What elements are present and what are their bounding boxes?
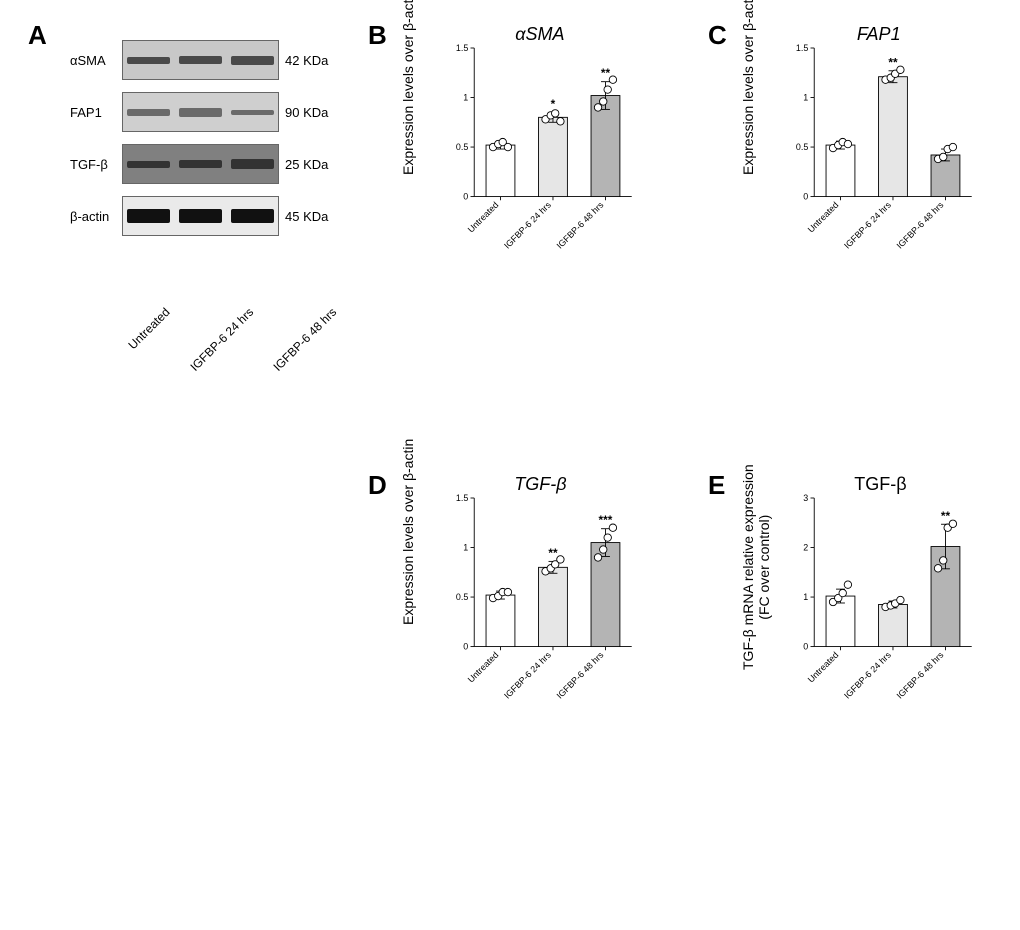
svg-text:1.5: 1.5 — [456, 43, 468, 53]
blot-kda: 42 KDa — [279, 53, 345, 68]
panel-e-chart: 0123UntreatedIGFBP-6 24 hrs**IGFBP-6 48 … — [770, 498, 1010, 758]
blot-row: αSMA 42 KDa — [70, 40, 350, 80]
svg-text:IGFBP-6 48 hrs: IGFBP-6 48 hrs — [555, 199, 606, 250]
panel-d-chart-wrap: 00.511.5Untreated**IGFBP-6 24 hrs***IGFB… — [430, 498, 670, 758]
svg-text:1: 1 — [803, 92, 808, 102]
svg-text:0.5: 0.5 — [456, 142, 468, 152]
blot-label: FAP1 — [70, 105, 122, 120]
svg-text:0: 0 — [803, 642, 808, 652]
panel-c-chart-wrap: 00.511.5Untreated**IGFBP-6 24 hrsIGFBP-6… — [770, 48, 1010, 308]
panel-e: E TGF-β TGF-β mRNA relative expression(F… — [700, 470, 1020, 910]
panel-b-letter: B — [368, 20, 387, 51]
panel-a: A αSMA 42 KDa FAP1 90 KDa TGF-β 25 KDa β-actin… — [20, 20, 360, 460]
svg-text:IGFBP-6 48 hrs: IGFBP-6 48 hrs — [555, 649, 606, 700]
blot-image — [122, 196, 279, 236]
panel-b-ylabel: Expression levels over β-actin — [400, 0, 416, 175]
panel-c: C FAP1 Expression levels over β-actin 00… — [700, 20, 1020, 460]
panel-c-ylabel: Expression levels over β-actin — [740, 0, 756, 175]
svg-text:***: *** — [599, 513, 613, 527]
svg-text:IGFBP-6 24 hrs: IGFBP-6 24 hrs — [842, 199, 893, 250]
blot-xlabels: UntreatedIGFBP-6 24 hrsIGFBP-6 48 hrs — [130, 275, 285, 289]
svg-text:0.5: 0.5 — [456, 592, 468, 602]
svg-text:Untreated: Untreated — [466, 200, 501, 235]
panel-d-ylabel: Expression levels over β-actin — [400, 439, 416, 625]
svg-text:1: 1 — [463, 92, 468, 102]
svg-text:**: ** — [601, 66, 611, 80]
svg-text:**: ** — [941, 509, 951, 523]
panel-c-title: FAP1 — [857, 24, 901, 45]
blot-label: TGF-β — [70, 157, 122, 172]
blot-xlabel: IGFBP-6 48 hrs — [270, 305, 339, 374]
panel-c-letter: C — [708, 20, 727, 51]
blot-kda: 90 KDa — [279, 105, 345, 120]
blot-label: β-actin — [70, 209, 122, 224]
panel-e-title: TGF-β — [854, 474, 906, 495]
blot-image — [122, 40, 279, 80]
svg-text:Untreated: Untreated — [806, 200, 841, 235]
panel-c-chart: 00.511.5Untreated**IGFBP-6 24 hrsIGFBP-6… — [770, 48, 1010, 308]
blot-xlabel: IGFBP-6 24 hrs — [187, 305, 256, 374]
svg-text:0.5: 0.5 — [796, 142, 808, 152]
figure-grid: A αSMA 42 KDa FAP1 90 KDa TGF-β 25 KDa β-actin… — [20, 20, 1000, 910]
panel-b-chart: 00.511.5Untreated*IGFBP-6 24 hrs**IGFBP-… — [430, 48, 670, 308]
svg-text:Untreated: Untreated — [806, 650, 841, 685]
svg-text:1.5: 1.5 — [796, 43, 808, 53]
blot-kda: 25 KDa — [279, 157, 345, 172]
panel-d-chart: 00.511.5Untreated**IGFBP-6 24 hrs***IGFB… — [430, 498, 670, 758]
panel-b-chart-wrap: 00.511.5Untreated*IGFBP-6 24 hrs**IGFBP-… — [430, 48, 670, 308]
svg-text:2: 2 — [803, 542, 808, 552]
blot-row: FAP1 90 KDa — [70, 92, 350, 132]
panel-b: B αSMA Expression levels over β-actin 00… — [360, 20, 700, 460]
blot-image — [122, 144, 279, 184]
panel-b-title: αSMA — [515, 24, 564, 45]
panel-e-letter: E — [708, 470, 725, 501]
svg-text:0: 0 — [803, 192, 808, 202]
blot-image — [122, 92, 279, 132]
blot-row: TGF-β 25 KDa — [70, 144, 350, 184]
blot-row: β-actin 45 KDa — [70, 196, 350, 236]
svg-text:Untreated: Untreated — [466, 650, 501, 685]
svg-text:1: 1 — [803, 592, 808, 602]
svg-text:IGFBP-6 24 hrs: IGFBP-6 24 hrs — [842, 649, 893, 700]
svg-text:3: 3 — [803, 493, 808, 503]
blot-kda: 45 KDa — [279, 209, 345, 224]
svg-text:1: 1 — [463, 542, 468, 552]
panel-d-letter: D — [368, 470, 387, 501]
blot-label: αSMA — [70, 53, 122, 68]
panel-e-ylabel: TGF-β mRNA relative expression(FC over c… — [740, 464, 772, 670]
western-blot-area: αSMA 42 KDa FAP1 90 KDa TGF-β 25 KDa β-actin 45… — [70, 40, 350, 248]
panel-a-letter: A — [28, 20, 47, 51]
blot-xlabel: Untreated — [125, 305, 172, 352]
svg-text:**: ** — [548, 546, 558, 560]
svg-text:*: * — [551, 97, 556, 111]
svg-text:**: ** — [888, 55, 898, 69]
svg-text:IGFBP-6 48 hrs: IGFBP-6 48 hrs — [895, 649, 946, 700]
svg-text:0: 0 — [463, 192, 468, 202]
svg-text:1.5: 1.5 — [456, 493, 468, 503]
panel-d: D TGF-β Expression levels over β-actin 0… — [360, 470, 700, 910]
svg-text:IGFBP-6 24 hrs: IGFBP-6 24 hrs — [502, 199, 553, 250]
svg-text:0: 0 — [463, 642, 468, 652]
panel-e-chart-wrap: 0123UntreatedIGFBP-6 24 hrs**IGFBP-6 48 … — [770, 498, 1010, 758]
svg-text:IGFBP-6 24 hrs: IGFBP-6 24 hrs — [502, 649, 553, 700]
svg-text:IGFBP-6 48 hrs: IGFBP-6 48 hrs — [895, 199, 946, 250]
panel-d-title: TGF-β — [514, 474, 566, 495]
